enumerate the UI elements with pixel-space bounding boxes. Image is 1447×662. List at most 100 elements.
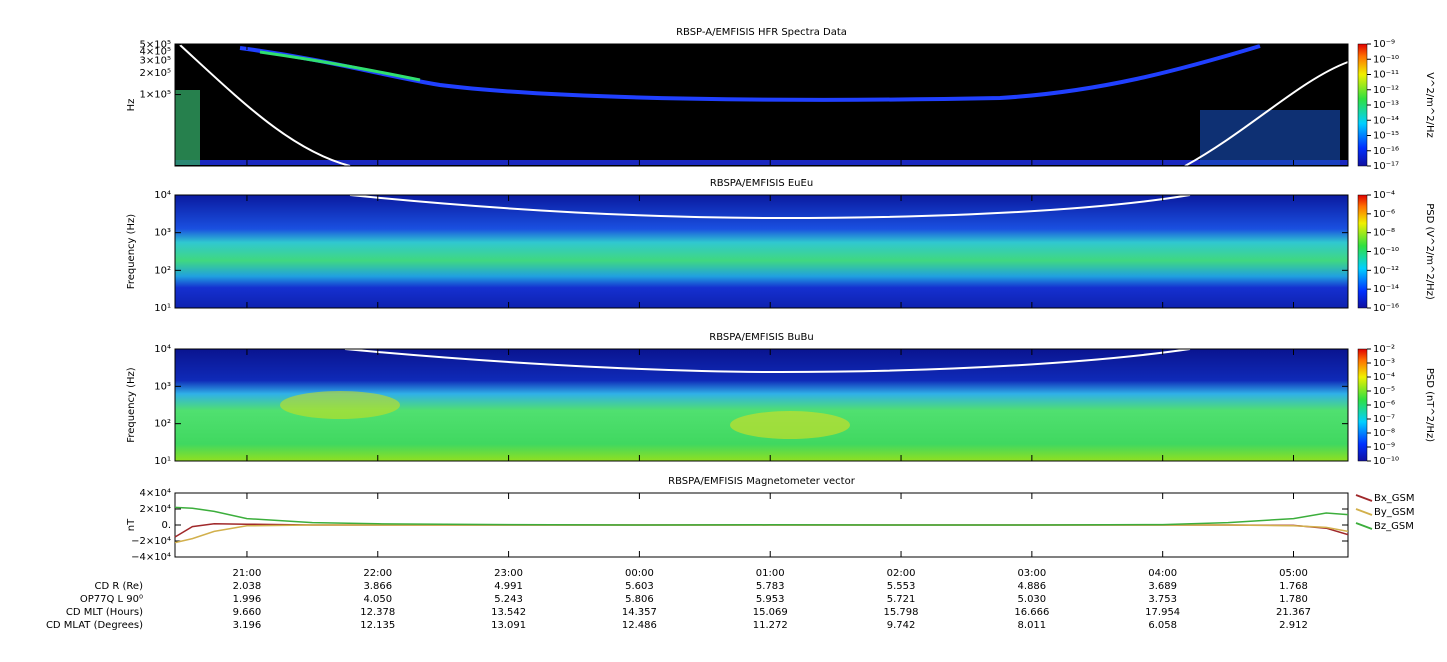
axes-frame [174,194,1349,309]
ephemeris-value: 9.742 [887,620,916,631]
y-tick-label: 4×10⁵ [140,47,171,58]
ephemeris-value: 12.135 [360,620,395,631]
series-line [174,506,1349,526]
legend-label: Bz_GSM [1374,521,1414,532]
colorbar-tick-label: 10⁻¹⁴ [1373,115,1399,126]
colorbar-tick-label: 10⁻⁹ [1373,39,1395,50]
y-tick-label: 2×10⁴ [140,504,171,515]
ephemeris-value: 5.030 [1018,594,1047,605]
ephemeris-value: 6.058 [1148,620,1177,631]
colorbar-tick-label: 10⁻¹⁰ [1373,54,1399,65]
y-tick-label: 0. [161,520,171,531]
ephemeris-label: CD R (Re) [95,581,144,592]
ephemeris-value: 3.689 [1148,581,1177,592]
colorbar-tick-label: 10⁻¹⁰ [1373,247,1399,258]
x-tick-label: 03:00 [1017,568,1046,579]
ephemeris-value: 5.721 [887,594,916,605]
colorbar [1357,348,1368,462]
colorbar-tick-label: 10⁻⁹ [1373,442,1395,453]
ephemeris-value: 14.357 [622,607,657,618]
y-tick-label: −2×10⁴ [131,536,171,547]
ephemeris-value: 5.783 [756,581,785,592]
ephemeris-value: 5.553 [887,581,916,592]
ephemeris-value: 8.011 [1018,620,1047,631]
y-tick-label: 10¹ [154,303,171,314]
legend-label: By_GSM [1374,507,1415,518]
colorbar-tick-label: 10⁻¹⁶ [1373,303,1399,314]
ephemeris-value: 3.753 [1148,594,1177,605]
x-tick-label: 21:00 [233,568,262,579]
ephemeris-value: 5.243 [494,594,523,605]
y-tick-label: 10¹ [154,456,171,467]
ephemeris-value: 12.486 [622,620,657,631]
y-axis-label: Frequency (Hz) [126,367,137,443]
ephemeris-value: 15.798 [884,607,919,618]
series-line [174,524,1349,544]
x-tick-label: 22:00 [363,568,392,579]
ephemeris-value: 5.806 [625,594,654,605]
ephemeris-value: 5.953 [756,594,785,605]
y-tick-label: 3×10⁵ [140,55,171,66]
colorbar [1357,43,1368,167]
ephemeris-value: 5.603 [625,581,654,592]
x-tick-label: 23:00 [494,568,523,579]
ephemeris-value: 3.196 [233,620,262,631]
axes-frame [174,43,1349,167]
ephemeris-value: 2.912 [1279,620,1308,631]
ephemeris-label: CD MLAT (Degrees) [46,620,143,631]
ephemeris-value: 13.542 [491,607,526,618]
colorbar-tick-label: 10⁻² [1373,344,1395,355]
axes-frame [174,348,1349,462]
panel-title: RBSPA/EMFISIS Magnetometer vector [668,476,856,487]
ephemeris-value: 12.378 [360,607,395,618]
x-tick-label: 05:00 [1279,568,1308,579]
colorbar-label: V^2/m^2/Hz [1424,72,1435,138]
x-tick-label: 02:00 [887,568,916,579]
colorbar [1357,194,1368,309]
ephemeris-value: 4.050 [363,594,392,605]
ephemeris-value: 1.996 [233,594,262,605]
panel-title: RBSPA/EMFISIS BuBu [709,332,813,343]
panel-title: RBSPA/EMFISIS EuEu [710,178,813,189]
colorbar-tick-label: 10⁻¹⁴ [1373,284,1399,295]
y-tick-label: 4×10⁴ [140,488,171,499]
colorbar-tick-label: 10⁻⁶ [1373,400,1395,411]
ephemeris-value: 11.272 [753,620,788,631]
colorbar-tick-label: 10⁻³ [1373,358,1395,369]
x-tick-label: 01:00 [756,568,785,579]
y-tick-label: 10⁴ [154,190,171,201]
legend-swatch [1355,508,1373,516]
ephemeris-value: 21.367 [1276,607,1311,618]
y-tick-label: 2×10⁵ [140,68,171,79]
colorbar-tick-label: 10⁻¹⁷ [1373,161,1399,172]
ephemeris-value: 3.866 [363,581,392,592]
ephemeris-value: 4.886 [1018,581,1047,592]
y-tick-label: 10⁴ [154,344,171,355]
y-tick-label: 10³ [154,381,171,392]
ephemeris-value: 1.768 [1279,581,1308,592]
ephemeris-value: 13.091 [491,620,526,631]
spectrogram-backgrounds [175,44,1349,461]
ephemeris-value: 16.666 [1014,607,1049,618]
ephemeris-value: 15.069 [753,607,788,618]
colorbar-tick-label: 10⁻⁷ [1373,414,1395,425]
ephemeris-value: 17.954 [1145,607,1180,618]
series-line [174,523,1349,538]
colorbar-tick-label: 10⁻¹² [1373,265,1399,276]
x-tick-label: 00:00 [625,568,654,579]
x-tick-label: 04:00 [1148,568,1177,579]
colorbar-label: PSD (V^2/m^2/Hz) [1424,203,1435,300]
y-tick-label: 10² [154,419,171,430]
legend-swatch [1355,494,1373,502]
y-tick-label: 5×10⁵ [140,40,171,51]
y-tick-label: 1×10⁵ [140,90,171,101]
ephemeris-value: 4.991 [494,581,523,592]
ephemeris-label: CD MLT (Hours) [66,607,143,618]
ephemeris-label: OP77Q L 90⁰ [80,594,143,605]
ephemeris-value: 2.038 [233,581,262,592]
panel-title: RBSP-A/EMFISIS HFR Spectra Data [676,27,847,38]
colorbar-tick-label: 10⁻¹² [1373,85,1399,96]
colorbar-tick-label: 10⁻⁴ [1373,190,1395,201]
colorbar-tick-label: 10⁻⁸ [1373,428,1395,439]
